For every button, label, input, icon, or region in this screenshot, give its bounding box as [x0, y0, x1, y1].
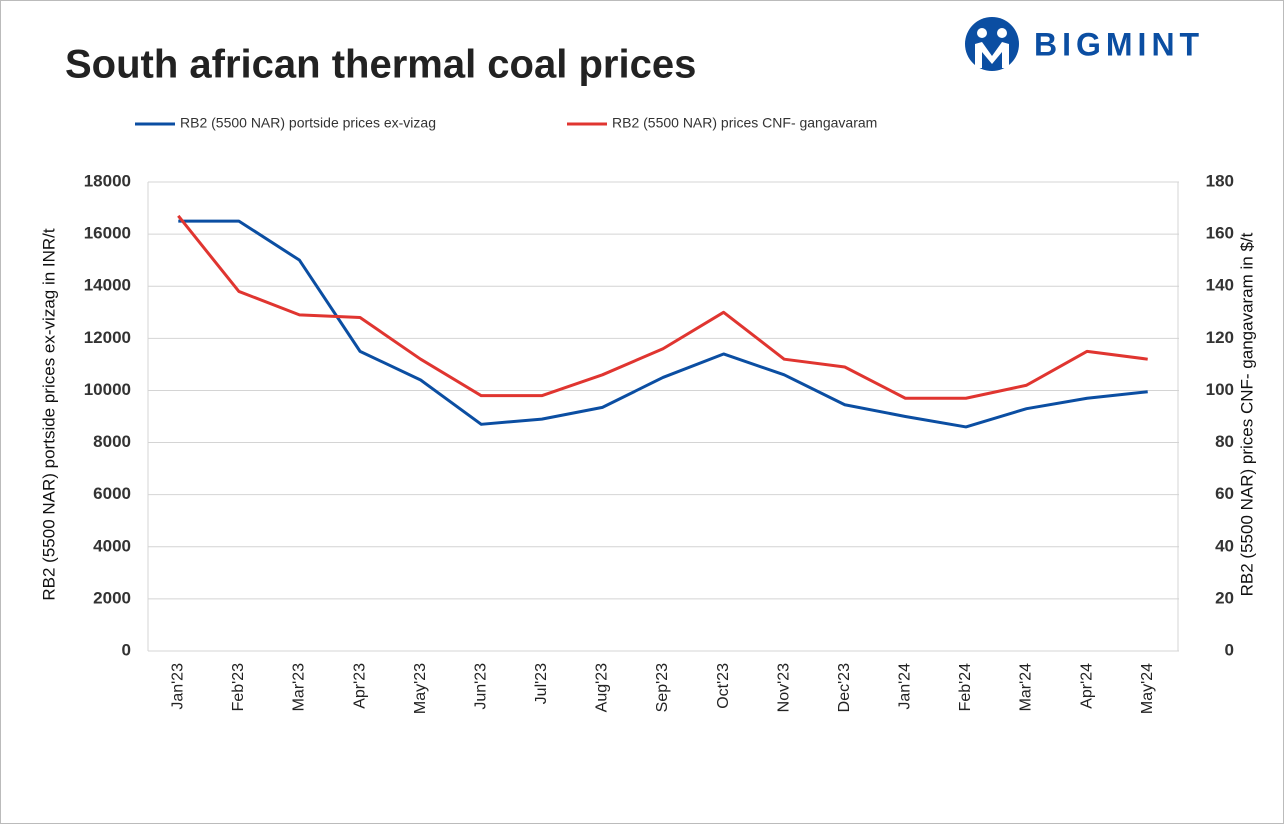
y-tick-label: 12000	[84, 328, 131, 347]
x-tick-label: Feb'23	[230, 663, 247, 712]
y-tick-label: 16000	[84, 224, 131, 243]
x-tick-label: Apr'24	[1078, 663, 1095, 709]
logo-icon	[975, 42, 1009, 68]
logo: BIGMINT	[965, 17, 1204, 71]
y2-tick-label: 120	[1206, 328, 1234, 347]
x-tick-label: Aug'23	[594, 663, 611, 712]
y-tick-label: 0	[122, 640, 131, 659]
x-tick-label: May'24	[1139, 663, 1156, 714]
y-tick-label: 4000	[93, 536, 131, 555]
x-tick-label: Jan'24	[897, 663, 914, 710]
chart-title: South african thermal coal prices	[65, 43, 696, 87]
x-tick-label: Jan'23	[170, 663, 187, 710]
x-tick-label: Apr'23	[351, 663, 368, 709]
y-tick-label: 8000	[93, 432, 131, 451]
logo-icon	[997, 28, 1007, 38]
y2-tick-label: 40	[1215, 536, 1234, 555]
y2-tick-label: 60	[1215, 484, 1234, 503]
y2-tick-label: 100	[1206, 380, 1234, 399]
y-tick-label: 18000	[84, 171, 131, 190]
x-tick-label: Sep'23	[654, 663, 671, 712]
series-line	[178, 219, 1148, 429]
y2-tick-label: 140	[1206, 276, 1234, 295]
x-tick-label: Dec'23	[836, 663, 853, 712]
x-tick-label: May'23	[412, 663, 429, 714]
x-tick-label: Feb'24	[957, 663, 974, 712]
logo-icon	[977, 28, 987, 38]
y2-tick-label: 20	[1215, 588, 1234, 607]
x-tick-label: Jun'23	[472, 663, 489, 710]
x-tick-label: Mar'24	[1018, 663, 1035, 712]
y-tick-label: 14000	[84, 276, 131, 295]
y-tick-label: 6000	[93, 484, 131, 503]
brand-name: BIGMINT	[1034, 26, 1204, 62]
legend-label: RB2 (5500 NAR) prices CNF- gangavaram	[612, 115, 877, 131]
y2-tick-label: 0	[1225, 640, 1234, 659]
x-tick-label: Jul'23	[533, 663, 550, 704]
y-axis-title: RB2 (5500 NAR) portside prices ex-vizag …	[39, 228, 58, 601]
y2-tick-label: 80	[1215, 432, 1234, 451]
x-tick-label: Oct'23	[715, 663, 732, 709]
series-line	[177, 214, 1148, 400]
legend-label: RB2 (5500 NAR) portside prices ex-vizag	[180, 115, 436, 131]
y2-tick-label: 160	[1206, 224, 1234, 243]
y-tick-label: 10000	[84, 380, 131, 399]
y2-tick-label: 180	[1206, 171, 1234, 190]
y2-axis-title: RB2 (5500 NAR) prices CNF- gangavaram in…	[1237, 232, 1256, 596]
x-tick-label: Mar'23	[291, 663, 308, 712]
y-tick-label: 2000	[93, 588, 131, 607]
x-tick-label: Nov'23	[775, 663, 792, 712]
